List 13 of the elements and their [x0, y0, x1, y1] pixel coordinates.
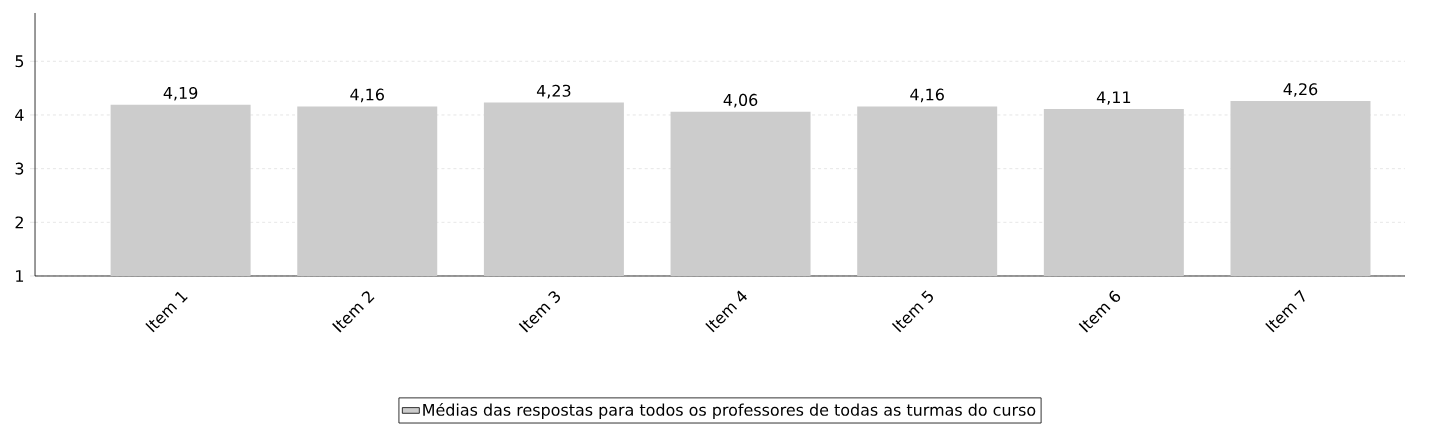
- y-tick-label: 5: [15, 55, 24, 68]
- data-label: 4,19: [163, 86, 198, 101]
- y-tick-label: 3: [15, 162, 24, 175]
- data-label: 4,16: [910, 88, 944, 103]
- data-label: 4,11: [1096, 91, 1131, 105]
- data-label: 4,16: [350, 88, 384, 103]
- data-label: 4,23: [536, 84, 571, 99]
- y-tick-label: 2: [15, 216, 23, 229]
- data-label: 4,06: [723, 93, 758, 108]
- y-tick-label: 4: [15, 109, 24, 121]
- legend-label: Médias das respostas para todos os professores de todas as turmas do curso: [423, 402, 1036, 419]
- y-tick-label: 1: [16, 270, 24, 282]
- data-label: 4,26: [1283, 83, 1318, 97]
